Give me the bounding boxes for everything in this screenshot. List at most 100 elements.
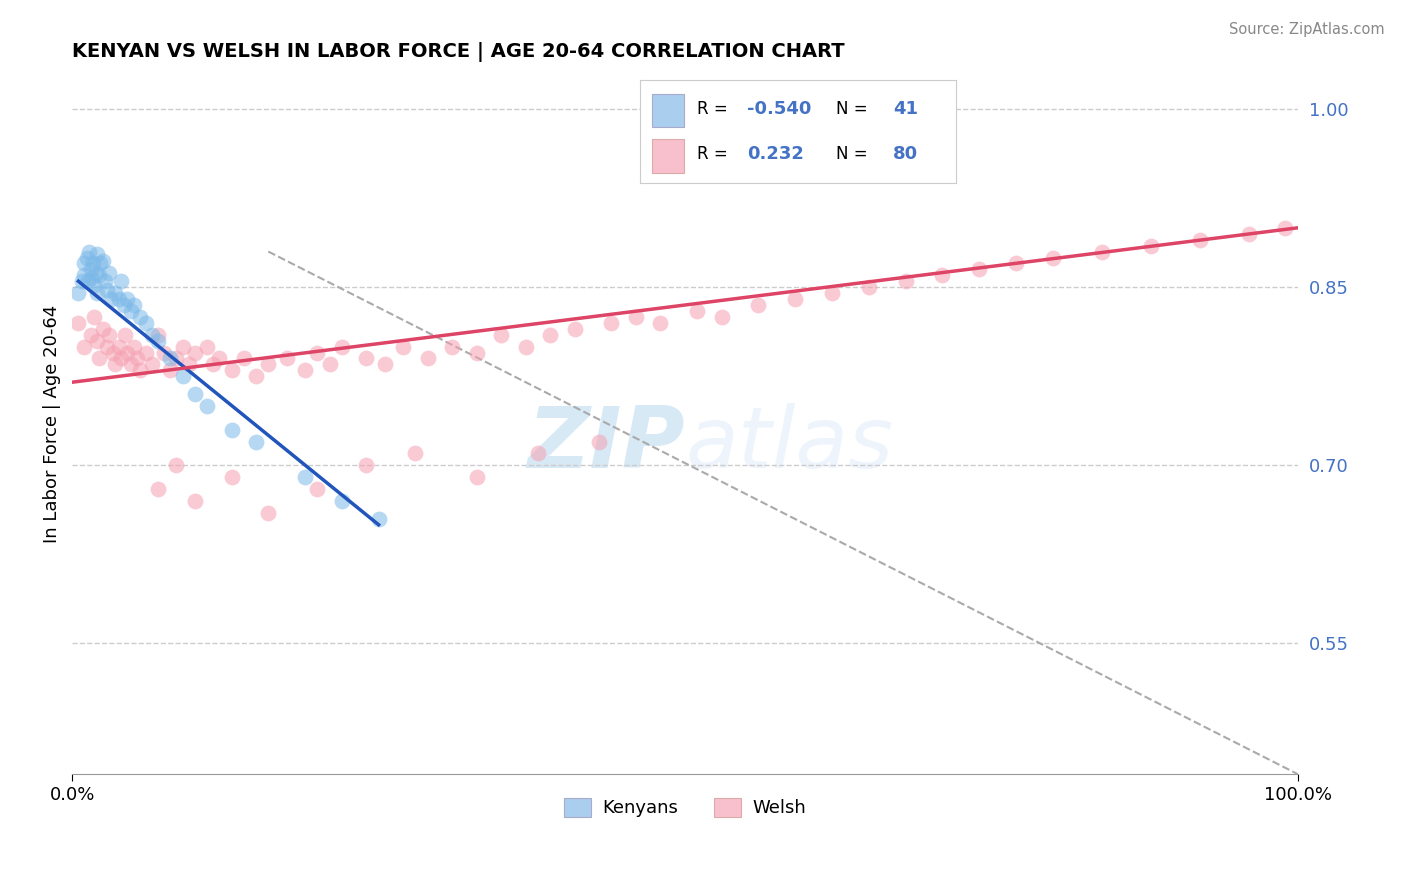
Point — [245, 434, 267, 449]
Text: ZIP: ZIP — [527, 403, 685, 486]
Text: R =: R = — [697, 100, 727, 118]
Point — [146, 482, 169, 496]
Point — [120, 358, 142, 372]
Point — [356, 458, 378, 473]
Point — [404, 446, 426, 460]
Point — [221, 363, 243, 377]
Point — [96, 340, 118, 354]
Point — [114, 327, 136, 342]
Point — [153, 345, 176, 359]
Point — [588, 434, 610, 449]
Point — [104, 286, 127, 301]
Point — [294, 363, 316, 377]
Point — [73, 340, 96, 354]
Point — [600, 316, 623, 330]
Legend: Kenyans, Welsh: Kenyans, Welsh — [557, 791, 813, 825]
Point — [159, 363, 181, 377]
Point — [257, 358, 280, 372]
Point — [538, 327, 561, 342]
Point — [650, 316, 672, 330]
Point — [894, 274, 917, 288]
Point — [146, 327, 169, 342]
Point — [77, 274, 100, 288]
Point — [135, 345, 157, 359]
Point — [107, 292, 129, 306]
FancyBboxPatch shape — [652, 94, 685, 128]
Point — [104, 358, 127, 372]
Point — [931, 268, 953, 283]
Point — [89, 351, 111, 366]
Point — [318, 358, 340, 372]
Point — [107, 340, 129, 354]
Point — [165, 458, 187, 473]
Point — [91, 254, 114, 268]
Point — [141, 358, 163, 372]
Point — [96, 283, 118, 297]
Point — [257, 506, 280, 520]
Point — [747, 298, 769, 312]
Point — [79, 244, 101, 259]
Point — [73, 268, 96, 283]
Point — [83, 277, 105, 292]
Point — [221, 470, 243, 484]
Point — [307, 482, 329, 496]
Point — [84, 266, 107, 280]
Point — [1091, 244, 1114, 259]
Point — [184, 387, 207, 401]
Point — [67, 316, 90, 330]
Text: R =: R = — [697, 145, 727, 163]
Point — [110, 351, 132, 366]
Point — [101, 345, 124, 359]
Y-axis label: In Labor Force | Age 20-64: In Labor Force | Age 20-64 — [44, 305, 60, 543]
Point — [195, 340, 218, 354]
Point — [356, 351, 378, 366]
Point — [127, 351, 149, 366]
Point — [515, 340, 537, 354]
Point — [232, 351, 254, 366]
Point — [821, 286, 844, 301]
Point — [967, 262, 990, 277]
Point — [245, 369, 267, 384]
Text: -0.540: -0.540 — [748, 100, 811, 118]
Point — [86, 334, 108, 348]
Point — [1237, 227, 1260, 241]
Point — [135, 316, 157, 330]
Point — [221, 423, 243, 437]
Point — [527, 446, 550, 460]
Point — [112, 298, 135, 312]
Point — [141, 327, 163, 342]
Point — [79, 270, 101, 285]
Point — [89, 256, 111, 270]
Point — [70, 274, 93, 288]
Point — [330, 340, 353, 354]
Point — [367, 512, 389, 526]
Point — [710, 310, 733, 324]
Point — [330, 494, 353, 508]
Point — [564, 322, 586, 336]
Point — [122, 298, 145, 312]
Point — [79, 262, 101, 277]
Point — [465, 470, 488, 484]
Point — [1005, 256, 1028, 270]
Point — [86, 247, 108, 261]
Point — [128, 310, 150, 324]
Point — [624, 310, 647, 324]
Point — [686, 304, 709, 318]
Point — [294, 470, 316, 484]
Point — [165, 351, 187, 366]
Point — [276, 351, 298, 366]
Text: N =: N = — [835, 145, 868, 163]
Point — [117, 345, 139, 359]
Point — [858, 280, 880, 294]
Point — [1139, 238, 1161, 252]
Point — [184, 345, 207, 359]
Text: 80: 80 — [893, 145, 918, 163]
Point — [98, 327, 121, 342]
Point — [1042, 251, 1064, 265]
Text: 0.232: 0.232 — [748, 145, 804, 163]
Point — [208, 351, 231, 366]
Point — [195, 399, 218, 413]
Point — [120, 304, 142, 318]
Point — [184, 494, 207, 508]
Point — [416, 351, 439, 366]
